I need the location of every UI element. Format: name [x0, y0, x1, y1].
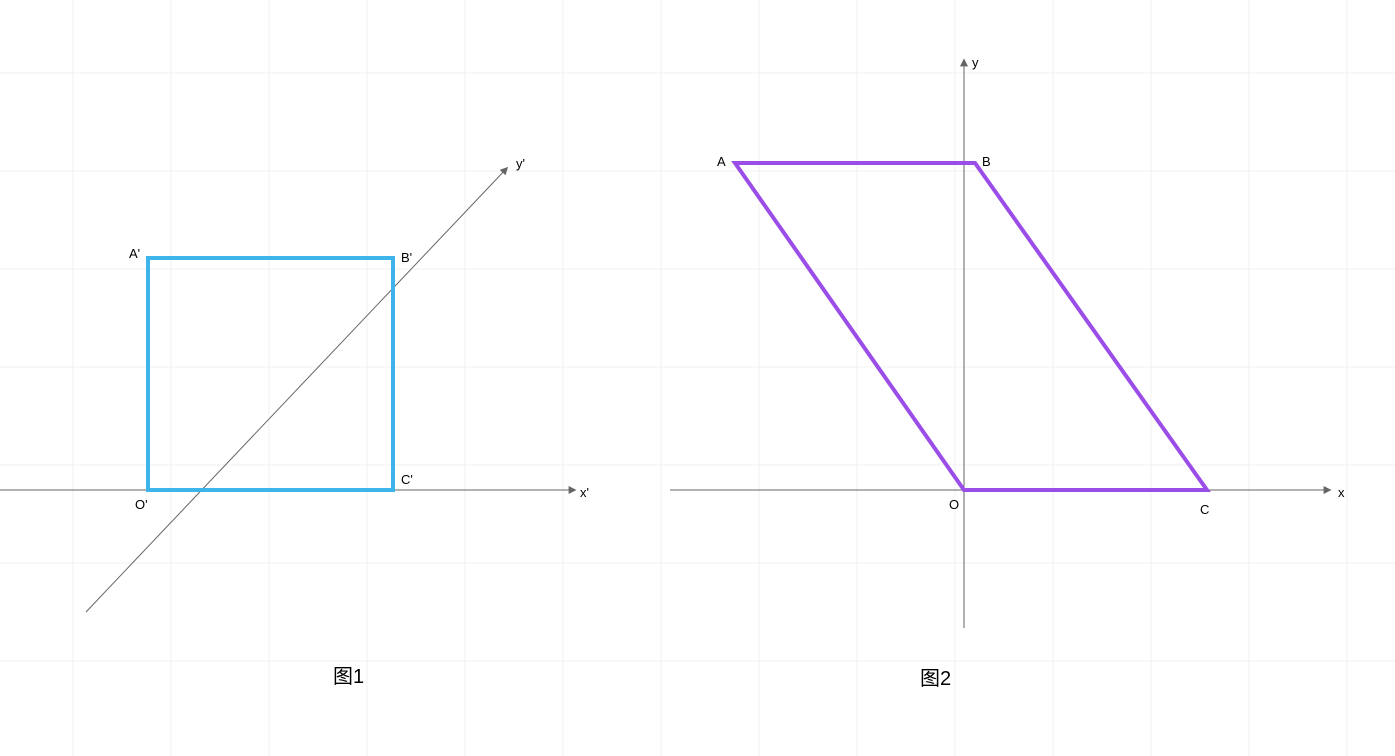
fig1-caption: 图1	[333, 660, 364, 689]
grid	[0, 0, 1395, 756]
fig1-x-axis-label: x'	[580, 485, 589, 500]
fig1-vertex-A: A'	[129, 246, 140, 261]
fig1-vertex-O: O'	[135, 497, 148, 512]
fig2-caption: 图2	[920, 662, 951, 691]
diagram-canvas	[0, 0, 1395, 756]
fig1-vertex-B: B'	[401, 250, 412, 265]
figure-1	[0, 168, 575, 612]
fig2-vertex-A: A	[717, 154, 726, 169]
fig2-vertex-B: B	[982, 154, 991, 169]
fig2-y-axis-label: y	[972, 55, 979, 70]
fig1-vertex-C: C'	[401, 472, 413, 487]
figure-2	[670, 60, 1330, 628]
fig2-vertex-O: O	[949, 497, 959, 512]
fig1-y-axis-label: y'	[516, 156, 525, 171]
fig2-vertex-C: C	[1200, 502, 1209, 517]
fig2-x-axis-label: x	[1338, 485, 1345, 500]
